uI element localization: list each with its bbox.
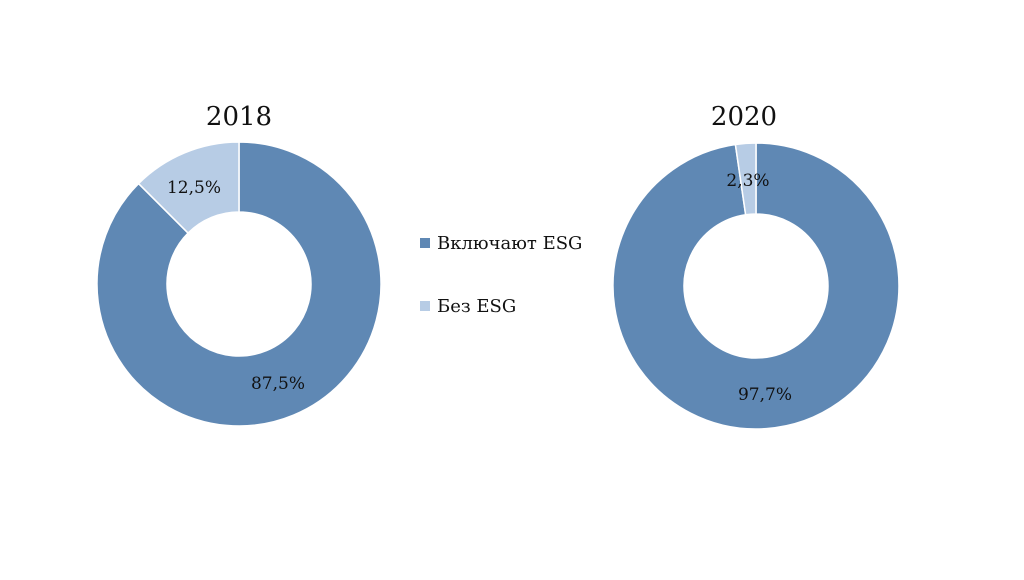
chart-2018: 2018 87,5% 12,5% — [96, 102, 382, 427]
chart-2020: 2020 97,7% 2,3% — [612, 102, 900, 430]
data-label-2020-included: 97,7% — [738, 385, 792, 405]
slice-2018-included — [96, 141, 382, 427]
legend-swatch-included — [420, 238, 430, 248]
slices-2020 — [612, 142, 900, 430]
data-label-2018-included: 87,5% — [251, 374, 305, 394]
slice-2020-included — [612, 142, 900, 430]
data-label-2020-without: 2,3% — [726, 171, 769, 191]
slices-2018 — [96, 141, 382, 427]
chart-title-2018: 2018 — [206, 102, 272, 132]
legend-swatch-without — [420, 301, 430, 311]
legend-label-without: Без ESG — [437, 296, 516, 317]
legend-label-included: Включают ESG — [437, 233, 582, 254]
slice-2018-without — [137, 141, 240, 235]
chart-title-2020: 2020 — [711, 102, 777, 132]
legend: Включают ESG Без ESG — [420, 233, 582, 317]
data-label-2018-without: 12,5% — [167, 178, 221, 198]
slice-2020-without — [734, 142, 757, 216]
